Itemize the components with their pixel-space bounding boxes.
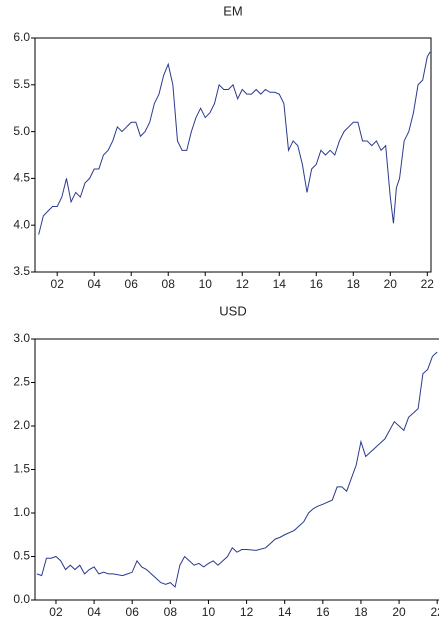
y-tick-label: 0.5: [13, 549, 30, 563]
x-tick-label: 08: [164, 605, 178, 619]
y-tick-label: 6.0: [13, 30, 30, 44]
x-tick-label: 04: [88, 277, 102, 291]
chart-title: EM: [223, 3, 243, 18]
y-tick-label: 0.0: [13, 592, 30, 606]
x-tick-label: 16: [316, 605, 330, 619]
x-tick-label: 02: [49, 605, 63, 619]
x-tick-label: 20: [392, 605, 406, 619]
x-tick-label: 06: [125, 277, 139, 291]
y-tick-label: 1.5: [13, 462, 30, 476]
x-tick-label: 10: [199, 277, 213, 291]
x-tick-label: 12: [240, 605, 254, 619]
x-tick-label: 12: [236, 277, 250, 291]
y-tick-label: 4.5: [13, 171, 30, 185]
y-tick-label: 2.5: [13, 375, 30, 389]
x-tick-label: 02: [51, 277, 65, 291]
y-tick-label: 5.5: [13, 77, 30, 91]
x-tick-label: 16: [310, 277, 324, 291]
y-tick-label: 5.0: [13, 124, 30, 138]
y-tick-label: 3.0: [13, 331, 30, 345]
line-series: [38, 51, 431, 235]
y-tick-label: 3.5: [13, 264, 30, 278]
x-tick-label: 22: [421, 277, 435, 291]
x-tick-label: 04: [87, 605, 101, 619]
plot-frame: [34, 37, 432, 273]
x-tick-label: 08: [162, 277, 176, 291]
line-series: [36, 351, 438, 588]
plot-frame: [34, 338, 439, 601]
x-tick-label: 14: [278, 605, 292, 619]
y-tick-label: 1.0: [13, 505, 30, 519]
x-tick-label: 14: [273, 277, 287, 291]
y-tick-label: 2.0: [13, 418, 30, 432]
x-tick-label: 18: [347, 277, 361, 291]
x-tick-label: 22: [431, 605, 439, 619]
x-tick-label: 10: [202, 605, 216, 619]
y-tick-label: 4.0: [13, 217, 30, 231]
x-tick-label: 20: [384, 277, 398, 291]
chart-title: USD: [219, 303, 246, 318]
x-tick-label: 06: [126, 605, 140, 619]
x-tick-label: 18: [354, 605, 368, 619]
